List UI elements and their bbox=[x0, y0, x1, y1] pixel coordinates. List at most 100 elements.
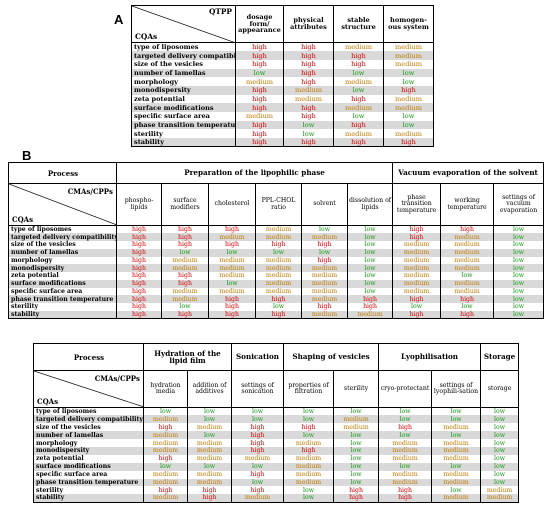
risk-cell: medium bbox=[392, 264, 442, 272]
risk-cell: low bbox=[231, 407, 285, 416]
risk-cell: low bbox=[283, 120, 334, 130]
risk-cell: high bbox=[231, 439, 285, 447]
risk-cell: high bbox=[347, 295, 394, 303]
table-row: sterility high high high low high high low mediu… bbox=[33, 486, 519, 495]
risk-cell: medium bbox=[301, 279, 348, 288]
risk-cell: low bbox=[301, 248, 348, 257]
table-b1-group-header: Preparation of the lipophilic phase bbox=[116, 162, 394, 185]
table-b1-cqas-label: CQAs bbox=[12, 215, 34, 224]
risk-cell: low bbox=[283, 486, 335, 495]
cqa-row-label: morphology bbox=[8, 256, 117, 265]
risk-cell: low bbox=[333, 407, 380, 416]
cqa-row-label: type of liposomes bbox=[33, 407, 144, 416]
risk-cell: low bbox=[143, 462, 188, 471]
risk-cell: low bbox=[431, 431, 482, 440]
risk-cell: high bbox=[116, 295, 162, 303]
risk-cell: high bbox=[116, 303, 162, 311]
cqa-row-label: specific surface area bbox=[33, 470, 144, 479]
risk-cell: low bbox=[333, 446, 380, 455]
table-row: zeta potential high medium medium medium low m… bbox=[33, 454, 519, 463]
risk-cell: medium bbox=[395, 43, 422, 52]
risk-cell: medium bbox=[283, 85, 334, 95]
table-row: stability medium high medium low high high medi… bbox=[33, 494, 519, 503]
panel-b-label: B bbox=[22, 148, 32, 163]
risk-cell: low bbox=[333, 439, 380, 447]
risk-cell: medium bbox=[392, 272, 442, 280]
cqa-row-label: sterility bbox=[131, 129, 236, 139]
table-b2-group-header: Hydration of the lipid film bbox=[143, 343, 233, 372]
table-a-col-header: dosage form/ appearance bbox=[235, 5, 284, 43]
risk-cell: medium bbox=[392, 248, 442, 257]
table-row: specific surface area medium medium high med… bbox=[33, 470, 519, 479]
table-b2-col-header: storage bbox=[480, 370, 519, 408]
risk-cell: low bbox=[392, 303, 442, 311]
cqa-row-label: monodispersity bbox=[8, 264, 117, 272]
risk-cell: medium bbox=[143, 446, 188, 455]
risk-cell: medium bbox=[333, 423, 380, 432]
risk-cell: low bbox=[431, 415, 482, 424]
risk-cell: low bbox=[231, 478, 285, 487]
risk-cell: medium bbox=[440, 256, 495, 265]
risk-cell: high bbox=[283, 42, 334, 52]
risk-cell: high bbox=[283, 446, 335, 455]
risk-cell: high bbox=[161, 272, 209, 280]
table-row: number of lamellas low high low low bbox=[131, 68, 434, 78]
process-b-risk-table: Process CMAs/CPPs CQAs Hydration of the … bbox=[33, 343, 520, 503]
risk-cell: medium bbox=[143, 431, 188, 440]
risk-cell: high bbox=[208, 225, 256, 234]
risk-cell: medium bbox=[161, 264, 209, 272]
risk-cell: high bbox=[208, 241, 256, 249]
risk-cell: high bbox=[235, 59, 284, 69]
risk-cell: low bbox=[347, 233, 394, 241]
risk-cell: high bbox=[235, 94, 284, 104]
table-row: targeted delivery compatibility high high m… bbox=[8, 233, 544, 241]
risk-cell: high bbox=[283, 112, 334, 121]
risk-cell: medium bbox=[392, 256, 442, 265]
risk-cell: medium bbox=[143, 478, 188, 487]
risk-cell: high bbox=[231, 431, 285, 440]
table-b2-col-header: cryo-protectant bbox=[378, 370, 433, 408]
risk-cell: low bbox=[333, 431, 380, 440]
risk-cell: high bbox=[161, 233, 209, 241]
risk-cell: low bbox=[378, 415, 433, 424]
table-b1-col-header: working temperature bbox=[440, 183, 495, 226]
risk-cell: high bbox=[347, 303, 394, 311]
risk-cell: medium bbox=[383, 103, 434, 112]
risk-cell: medium bbox=[486, 486, 513, 494]
risk-cell: medium bbox=[255, 279, 302, 288]
table-b1-col-header: cholesterol bbox=[208, 183, 256, 226]
cqa-row-label: surface modifications bbox=[8, 279, 117, 288]
risk-cell: medium bbox=[383, 51, 434, 60]
table-b1-group-header: Vacuum evaporation of the solvent bbox=[392, 162, 544, 185]
risk-cell: low bbox=[208, 279, 256, 288]
risk-cell: high bbox=[283, 423, 335, 432]
table-row: number of lamellas high low low low low low med… bbox=[8, 248, 544, 257]
risk-cell: low bbox=[283, 129, 334, 139]
table-a-corner-header: QTPP CQAs bbox=[131, 5, 236, 43]
table-a-col-header: stable structure bbox=[333, 5, 384, 43]
table-row: sterility high low high low high high low low low bbox=[8, 303, 544, 311]
risk-cell: low bbox=[378, 407, 433, 416]
risk-cell: low bbox=[283, 494, 335, 503]
risk-cell: medium bbox=[440, 287, 495, 296]
risk-cell: high bbox=[378, 423, 433, 432]
cqa-row-label: surface modifications bbox=[33, 462, 144, 471]
risk-cell: medium bbox=[301, 310, 348, 319]
cqa-row-label: targeted delivery compatibility bbox=[131, 51, 236, 60]
table-row: type of liposomes high high medium medium bbox=[131, 42, 434, 52]
cqa-row-label: phase transition temperature bbox=[131, 120, 236, 130]
risk-cell: low bbox=[513, 256, 525, 264]
table-row: size of the vesicles high medium high high me… bbox=[33, 423, 519, 432]
cqa-row-label: morphology bbox=[131, 77, 236, 86]
risk-cell: low bbox=[333, 462, 380, 471]
risk-cell: medium bbox=[255, 287, 302, 296]
risk-cell: high bbox=[301, 303, 348, 311]
risk-cell: low bbox=[513, 303, 525, 311]
risk-cell: low bbox=[494, 471, 506, 479]
risk-cell: medium bbox=[161, 256, 209, 265]
risk-cell: medium bbox=[431, 439, 482, 447]
table-b2-group-header: Lyophilisation bbox=[378, 343, 482, 372]
risk-cell: low bbox=[208, 248, 256, 257]
risk-cell: low bbox=[347, 225, 394, 234]
risk-cell: medium bbox=[333, 103, 384, 112]
